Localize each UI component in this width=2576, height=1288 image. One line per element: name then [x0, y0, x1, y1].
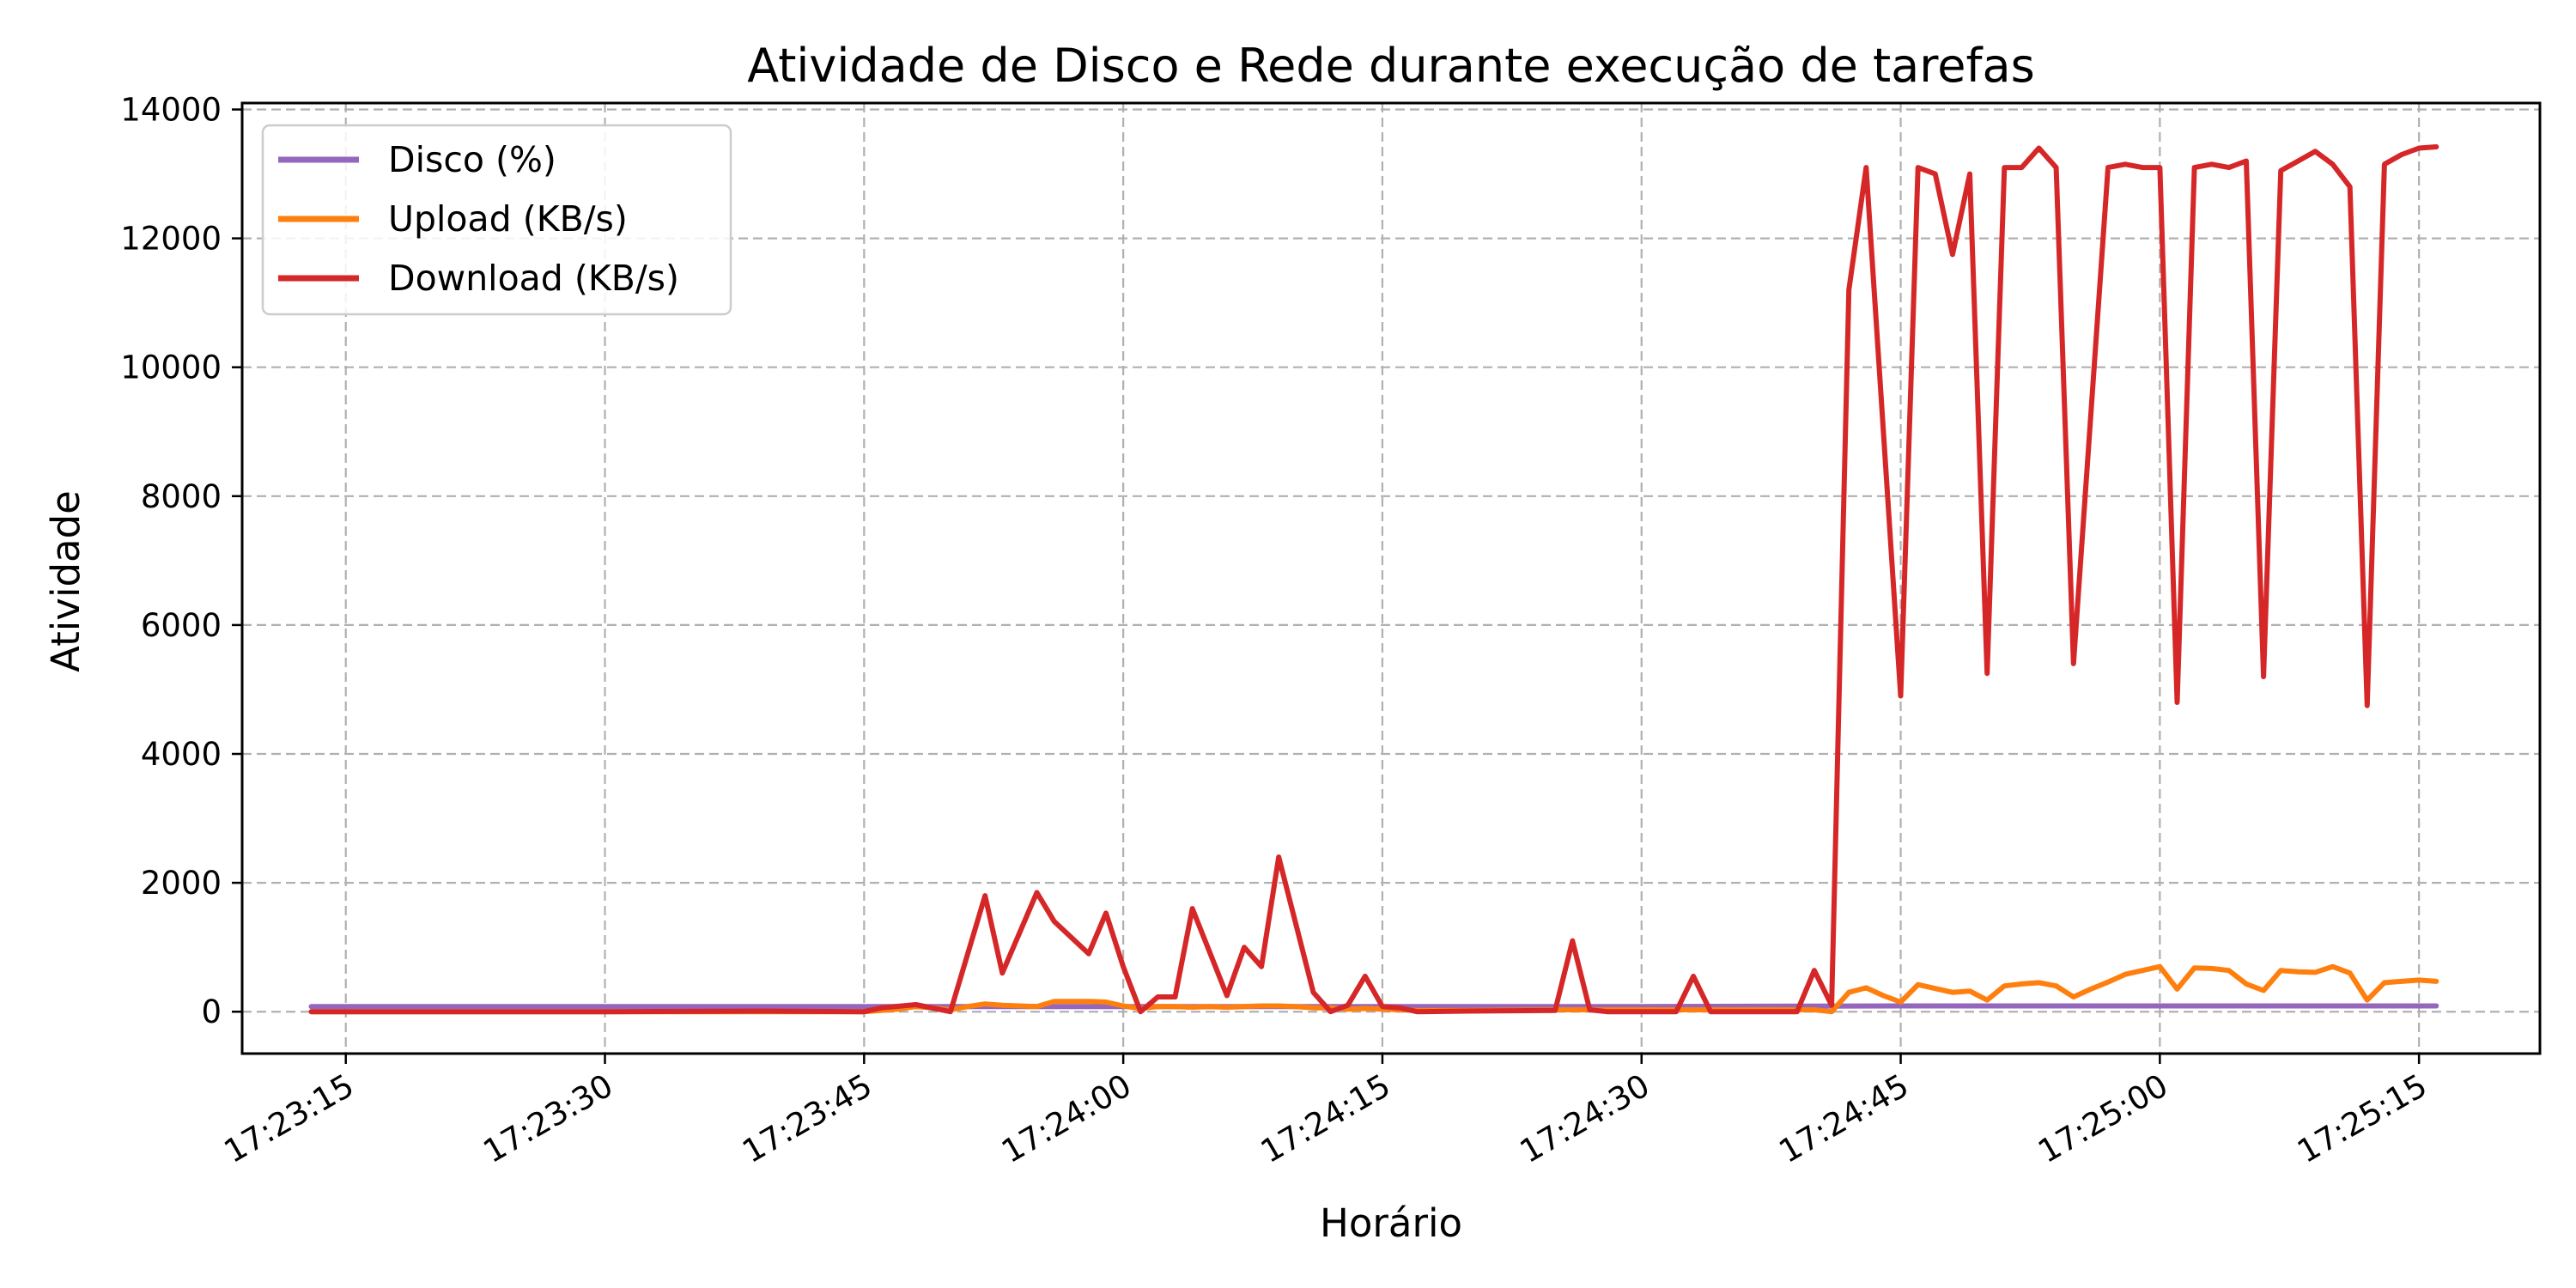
- x-axis-label: Horário: [1320, 1200, 1462, 1246]
- y-tick-label: 8000: [141, 478, 222, 515]
- legend: Disco (%) Upload (KB/s) Download (KB/s): [261, 124, 732, 316]
- y-tick-label: 0: [201, 993, 222, 1030]
- chart-title: Atividade de Disco e Rede durante execuç…: [747, 39, 2034, 93]
- y-tick-label: 14000: [120, 92, 222, 129]
- y-axis-label: Atividade: [43, 490, 88, 672]
- legend-label: Disco (%): [388, 139, 556, 180]
- series-line-0: [308, 1003, 2439, 1010]
- legend-label: Upload (KB/s): [388, 198, 628, 240]
- legend-box: [261, 124, 732, 316]
- plot-frame: [240, 101, 2542, 1055]
- y-tick-label: 12000: [120, 221, 222, 258]
- y-tick-label: 10000: [120, 349, 222, 386]
- grid: [242, 103, 2540, 1054]
- y-tick-label: 2000: [141, 865, 222, 902]
- y-axis: 0 2000 4000 6000 8000 10000 12000 14000: [120, 92, 242, 1030]
- legend-label: Download (KB/s): [388, 258, 679, 299]
- series-line-2: [308, 144, 2439, 1015]
- y-tick-label: 4000: [141, 736, 222, 773]
- y-tick-label: 6000: [141, 607, 222, 644]
- series-layer: [308, 144, 2439, 1015]
- series-line-1: [308, 963, 2439, 1015]
